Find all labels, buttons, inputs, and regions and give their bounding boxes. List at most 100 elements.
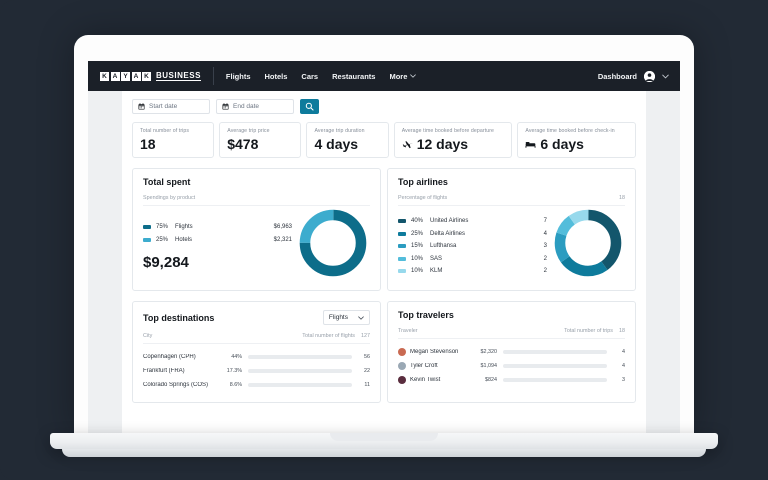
panel-title: Top travelers xyxy=(398,310,454,320)
kpi-value: 12 days xyxy=(416,136,469,152)
search-icon xyxy=(305,102,314,111)
kayak-logo: K A Y A K xyxy=(100,71,151,81)
kpi-label: Average trip price xyxy=(227,128,270,134)
destination-bar xyxy=(248,369,352,373)
total-spent-amount: $9,284 xyxy=(143,254,189,271)
right-gutter xyxy=(646,91,680,435)
top-airlines-legend: 40% United Airlines 7 25% Delta Airlines… xyxy=(398,209,547,278)
chevron-down-icon xyxy=(410,73,417,79)
destination-percent: 17.3% xyxy=(226,368,242,374)
laptop-base-foot xyxy=(62,449,706,457)
legend-percent: 25% xyxy=(410,230,423,237)
calendar-icon xyxy=(222,103,229,110)
kpi-card-avg-trip-duration: Average trip duration 4 days xyxy=(306,122,389,158)
legend-item: 75% Flights $6,963 xyxy=(143,221,292,234)
destination-bar xyxy=(248,355,352,359)
kpi-value: 4 days xyxy=(314,136,359,152)
avatar xyxy=(398,362,406,370)
legend-item: 15% Lufthansa 3 xyxy=(398,240,547,253)
legend-swatch xyxy=(398,256,406,261)
search-button[interactable] xyxy=(300,99,319,114)
traveler-bar xyxy=(503,364,607,368)
legend-label: Flights xyxy=(175,224,193,231)
legend-swatch xyxy=(143,225,151,230)
end-date-placeholder: End date xyxy=(233,103,260,110)
legend-label: Delta Airlines xyxy=(430,230,466,237)
panel-top-destinations: Top destinations Flights City xyxy=(132,301,381,403)
panel-top-airlines: Top airlines Percentage of flights 18 40… xyxy=(387,168,636,291)
list-item: Frankfurt (FRA) 17.3% 22 xyxy=(143,364,370,378)
traveler-count: 4 xyxy=(622,349,625,355)
list-item: Copenhagen (CPH) 44% 56 xyxy=(143,350,370,364)
total-spent-legend: 75% Flights $6,963 25% Hotels $2,321 xyxy=(143,215,292,271)
legend-item: 10% SAS 2 xyxy=(398,252,547,265)
calendar-icon xyxy=(138,103,145,110)
lists-row: Top destinations Flights City xyxy=(132,301,636,403)
nav-item-more[interactable]: More xyxy=(389,71,417,81)
laptop-screen: K A Y A K BUSINESS Flights Hotels Cars R… xyxy=(88,61,680,435)
top-airlines-donut-chart xyxy=(551,206,625,280)
plane-icon xyxy=(402,139,413,150)
legend-value: $6,963 xyxy=(273,224,292,231)
date-search-row: Start date xyxy=(132,99,636,114)
nav-item-restaurants[interactable]: Restaurants xyxy=(332,71,376,81)
destination-count: 22 xyxy=(364,368,370,374)
destinations-product-dropdown[interactable]: Flights xyxy=(322,310,370,325)
nav-more-label: More xyxy=(389,71,408,81)
traveler-name: Kevin Twist xyxy=(410,377,441,383)
col-header-total-flights: Total number of flights xyxy=(302,333,355,339)
legend-swatch xyxy=(398,269,406,273)
kpi-card-booked-before-departure: Average time booked before departure 12 … xyxy=(393,122,513,158)
nav-item-cars[interactable]: Cars xyxy=(301,71,319,81)
legend-value: $2,321 xyxy=(273,236,292,243)
account-chevron-down-icon[interactable] xyxy=(662,73,669,79)
laptop-base-notch xyxy=(330,433,438,441)
kayak-business-logo[interactable]: K A Y A K BUSINESS xyxy=(100,71,201,82)
destination-name: Copenhagen (CPH) xyxy=(143,354,196,360)
start-date-placeholder: Start date xyxy=(149,103,178,110)
col-header-city: City xyxy=(143,333,153,339)
legend-swatch xyxy=(398,219,406,223)
start-date-input[interactable]: Start date xyxy=(132,99,210,114)
legend-label: SAS xyxy=(430,255,443,262)
avatar xyxy=(398,348,406,356)
legend-item: 25% Hotels $2,321 xyxy=(143,234,292,247)
legend-percent: 10% xyxy=(410,255,423,262)
laptop-base xyxy=(50,433,718,449)
nav-item-hotels[interactable]: Hotels xyxy=(264,71,288,81)
dropdown-value: Flights xyxy=(328,314,348,321)
charts-row: Total spent Spendings by product 75% Fli… xyxy=(132,168,636,291)
legend-label: Hotels xyxy=(175,236,193,243)
traveler-bar xyxy=(503,350,607,354)
kpi-card-row: Total number of trips 18 Average trip pr… xyxy=(132,122,637,158)
total-spent-donut-chart xyxy=(296,206,370,280)
end-date-input[interactable]: End date xyxy=(216,99,294,114)
destination-percent: 8.6% xyxy=(229,382,242,388)
panel-subtitle: Spendings by product xyxy=(143,195,196,201)
legend-percent: 15% xyxy=(410,243,423,249)
legend-label: Lufthansa xyxy=(430,243,457,249)
logo-letter: Y xyxy=(121,71,130,81)
traveler-count: 3 xyxy=(622,377,625,383)
legend-value: 3 xyxy=(543,243,547,249)
list-item: Kevin Twist $824 3 xyxy=(398,373,625,387)
user-avatar-icon[interactable] xyxy=(644,70,655,82)
kpi-card-booked-before-checkin: Average time booked before check-in xyxy=(517,122,637,158)
dashboard-link[interactable]: Dashboard xyxy=(597,71,637,81)
panel-total-spent: Total spent Spendings by product 75% Fli… xyxy=(132,168,381,291)
col-header-traveler: Traveler xyxy=(398,328,418,334)
legend-label: KLM xyxy=(430,268,443,274)
total-flights-value: 127 xyxy=(361,333,370,339)
list-item: Tyler Croft $1,094 4 xyxy=(398,359,625,373)
destination-count: 56 xyxy=(364,354,370,360)
legend-swatch xyxy=(398,244,406,248)
main-navigation: Flights Hotels Cars Restaurants More xyxy=(225,71,417,81)
legend-label: United Airlines xyxy=(430,218,469,224)
traveler-name: Tyler Croft xyxy=(410,363,438,369)
dashboard-content: Start date xyxy=(122,91,646,435)
avatar xyxy=(398,376,406,384)
nav-item-flights[interactable]: Flights xyxy=(225,71,251,81)
app-header: K A Y A K BUSINESS Flights Hotels Cars R… xyxy=(88,61,680,91)
panel-subtitle: Percentage of flights xyxy=(398,195,448,201)
